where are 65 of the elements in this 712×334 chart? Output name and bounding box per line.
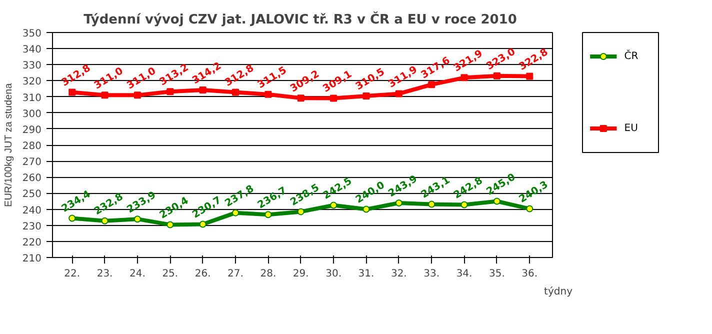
x-tick-label: 28. bbox=[260, 268, 276, 280]
point bbox=[166, 88, 174, 96]
x-tick-label: 34. bbox=[456, 268, 472, 280]
point bbox=[395, 200, 402, 207]
x-tick-label: 33. bbox=[424, 268, 440, 280]
x-tick-label: 31. bbox=[358, 268, 374, 280]
x-tick-label: 35. bbox=[488, 268, 505, 280]
y-tick-label: 300 bbox=[22, 108, 42, 120]
x-tick-label: 29. bbox=[292, 268, 309, 280]
point bbox=[460, 201, 468, 208]
y-tick-label: 220 bbox=[22, 237, 42, 248]
x-tick-label: 36. bbox=[522, 268, 538, 280]
point bbox=[264, 90, 272, 98]
x-tick-label: 23. bbox=[96, 268, 113, 280]
point bbox=[460, 74, 468, 82]
point bbox=[297, 208, 304, 216]
point bbox=[493, 198, 500, 205]
point bbox=[232, 209, 240, 216]
y-tick-label: 350 bbox=[22, 28, 42, 40]
x-tick-label: 32. bbox=[390, 268, 407, 280]
y-tick-label: 250 bbox=[22, 189, 42, 200]
point bbox=[101, 92, 108, 99]
point bbox=[297, 94, 304, 102]
x-tick-label: 25. bbox=[162, 268, 178, 280]
legend-label: EU bbox=[624, 123, 638, 134]
y-axis-title: EUR/100kg JUT za studena bbox=[3, 82, 14, 207]
y-tick-label: 310 bbox=[22, 92, 42, 104]
x-tick-label: 27. bbox=[228, 268, 244, 280]
y-tick-label: 260 bbox=[22, 173, 42, 184]
x-tick-label: 24. bbox=[130, 268, 146, 280]
point bbox=[330, 94, 338, 102]
y-tick-label: 230 bbox=[22, 221, 42, 232]
y-tick-label: 330 bbox=[22, 60, 42, 72]
point bbox=[493, 72, 500, 80]
point bbox=[199, 220, 206, 228]
point bbox=[68, 214, 76, 222]
y-tick-label: 270 bbox=[22, 157, 42, 168]
x-tick-label: 30. bbox=[326, 268, 342, 280]
x-tick-label: 26. bbox=[194, 268, 211, 280]
point bbox=[428, 200, 436, 208]
point bbox=[395, 90, 402, 98]
point bbox=[166, 221, 174, 228]
y-tick-label: 290 bbox=[22, 124, 42, 136]
point bbox=[330, 202, 338, 209]
point bbox=[264, 211, 272, 218]
point bbox=[68, 88, 76, 96]
y-tick-label: 240 bbox=[22, 205, 42, 216]
point bbox=[362, 92, 370, 100]
y-tick-label: 280 bbox=[22, 141, 42, 152]
point bbox=[199, 86, 206, 94]
y-tick-label: 210 bbox=[22, 254, 42, 264]
x-axis-title: týdny bbox=[544, 286, 573, 298]
legend-label: ČR bbox=[624, 49, 638, 62]
point bbox=[362, 206, 370, 213]
point bbox=[134, 92, 141, 99]
y-tick-label: 320 bbox=[22, 76, 42, 88]
chart-title: Týdenní vývoj CZV jat. JALOVIC tř. R3 v ČR a EU v roce 2010 bbox=[84, 10, 517, 28]
point bbox=[134, 216, 141, 223]
point bbox=[232, 88, 240, 96]
point bbox=[428, 81, 436, 88]
point bbox=[101, 217, 108, 224]
y-tick-label: 340 bbox=[22, 44, 42, 56]
point bbox=[526, 205, 534, 212]
x-tick-label: 22. bbox=[64, 268, 80, 280]
point bbox=[526, 72, 534, 80]
